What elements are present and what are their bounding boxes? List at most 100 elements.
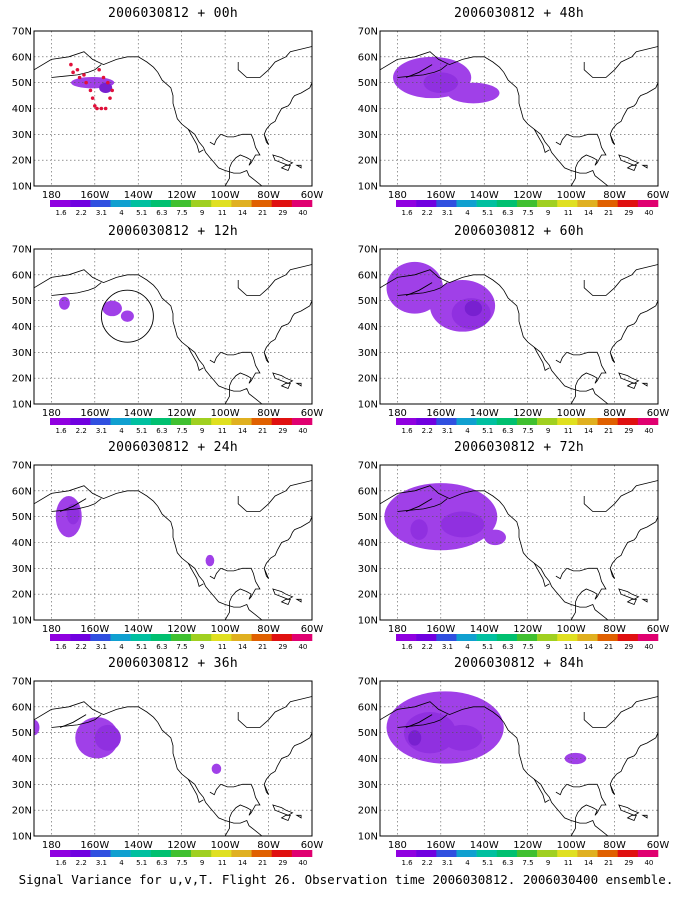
variance-region	[442, 724, 483, 751]
coastline	[34, 269, 263, 404]
colorbar-level-label: 21	[604, 643, 613, 650]
colorbar-level-label: 40	[298, 859, 307, 866]
lon-tick-label: 160W	[80, 190, 109, 201]
colorbar-swatch	[90, 850, 111, 857]
colorbar-level-label: 5.1	[482, 859, 493, 866]
variance-shading	[58, 296, 134, 322]
lon-tick-label: 100W	[557, 190, 586, 201]
colorbar-level-label: 2.2	[422, 643, 433, 650]
lat-tick-label: 30N	[12, 780, 32, 791]
map-gridlines	[34, 249, 312, 404]
coastline	[555, 351, 607, 404]
lat-tick-label: 20N	[12, 806, 32, 817]
colorbar-swatch	[291, 418, 313, 425]
colorbar-level-label: 11	[564, 643, 573, 650]
lat-tick-label: 10N	[12, 400, 32, 411]
variance-region	[464, 300, 483, 317]
colorbar-level-label: 6.3	[156, 643, 167, 650]
colorbar-swatch	[597, 200, 618, 207]
island-outline	[280, 814, 291, 822]
colorbar-swatch	[637, 418, 659, 425]
variance-region	[102, 300, 122, 317]
colorbar-level-label: 5.1	[482, 427, 493, 434]
map-gridlines	[34, 31, 312, 186]
lat-tick-label: 70N	[358, 245, 378, 256]
lat-tick-label: 40N	[12, 538, 32, 549]
colorbar-swatch	[637, 850, 659, 857]
island-outline	[618, 804, 640, 816]
lat-tick-label: 30N	[358, 564, 378, 575]
lat-tick-label: 40N	[12, 754, 32, 765]
observation-point	[110, 88, 114, 93]
colorbar-swatch	[231, 850, 252, 857]
coastline	[609, 82, 658, 145]
colorbar-swatch	[557, 850, 578, 857]
lon-tick-label: 120W	[513, 840, 542, 851]
colorbar-level-label: 29	[624, 209, 633, 216]
colorbar-level-label: 4	[119, 859, 124, 866]
map-gridlines	[380, 681, 658, 836]
colorbar: 1.6 2.2 3.1 4 5.1 6.3 7.5 9 11 14 21 29 40	[50, 634, 313, 650]
colorbar-level-label: 40	[644, 427, 653, 434]
lon-tick-label: 100W	[557, 624, 586, 635]
colorbar-level-label: 5.1	[136, 643, 147, 650]
coastline	[555, 567, 607, 620]
variance-shading	[55, 496, 215, 567]
lat-tick-label: 10N	[358, 832, 378, 843]
colorbar-swatch	[271, 418, 293, 425]
map-panel-60h: 70N 60N 50N 40N 30N 20N 10N 180 160W 140W 120W 100W…	[346, 218, 692, 434]
variance-region	[66, 503, 80, 525]
colorbar-swatch	[436, 418, 457, 425]
colorbar-swatch	[637, 200, 659, 207]
colorbar-swatch	[537, 634, 558, 641]
lon-tick-label: 60W	[647, 190, 670, 201]
coastline	[609, 516, 658, 579]
observation-points	[69, 62, 114, 111]
coastlines	[34, 696, 312, 836]
lon-tick-label: 160W	[426, 624, 455, 635]
colorbar-level-label: 4	[465, 859, 470, 866]
colorbar-level-label: 29	[624, 859, 633, 866]
map-frame	[379, 464, 659, 621]
colorbar-swatch	[110, 418, 131, 425]
colorbar-swatch	[211, 418, 232, 425]
colorbar-level-label: 14	[584, 427, 593, 434]
colorbar-swatch	[496, 200, 518, 207]
coastline	[209, 567, 261, 620]
island-outline	[641, 598, 648, 603]
colorbar: 1.6 2.2 3.1 4 5.1 6.3 7.5 9 11 14 21 29 40	[396, 418, 659, 434]
colorbar-swatch	[90, 418, 111, 425]
colorbar-swatch	[617, 200, 639, 207]
colorbar-level-label: 1.6	[402, 643, 414, 650]
colorbar-swatch	[211, 634, 232, 641]
colorbar-level-label: 9	[200, 209, 204, 216]
colorbar-swatch	[251, 634, 272, 641]
coastline	[583, 480, 658, 512]
lon-tick-label: 120W	[513, 408, 542, 419]
colorbar-level-label: 2.2	[76, 209, 87, 216]
observation-point	[82, 73, 86, 77]
colorbar-level-label: 40	[298, 643, 307, 650]
colorbar-swatch	[577, 200, 598, 207]
variance-region	[58, 296, 70, 310]
colorbar-level-label: 6.3	[502, 643, 513, 650]
lon-tick-label: 180	[42, 840, 61, 851]
island-outline	[626, 164, 637, 172]
lat-tick-label: 30N	[358, 348, 378, 359]
coastline	[209, 133, 261, 186]
lon-tick-label: 100W	[557, 408, 586, 419]
lat-tick-label: 40N	[12, 322, 32, 333]
lat-tick-label: 40N	[358, 322, 378, 333]
colorbar-swatch	[70, 200, 91, 207]
colorbar-swatch	[291, 850, 313, 857]
lat-tick-label: 30N	[12, 564, 32, 575]
colorbar-swatch	[516, 418, 538, 425]
colorbar-level-label: 9	[200, 643, 204, 650]
coastline	[187, 779, 204, 804]
colorbar-swatch	[416, 418, 437, 425]
colorbar-swatch	[90, 634, 111, 641]
island-outline	[618, 372, 640, 384]
variance-region	[410, 519, 428, 540]
lon-tick-label: 120W	[167, 408, 196, 419]
lon-tick-label: 60W	[301, 190, 324, 201]
